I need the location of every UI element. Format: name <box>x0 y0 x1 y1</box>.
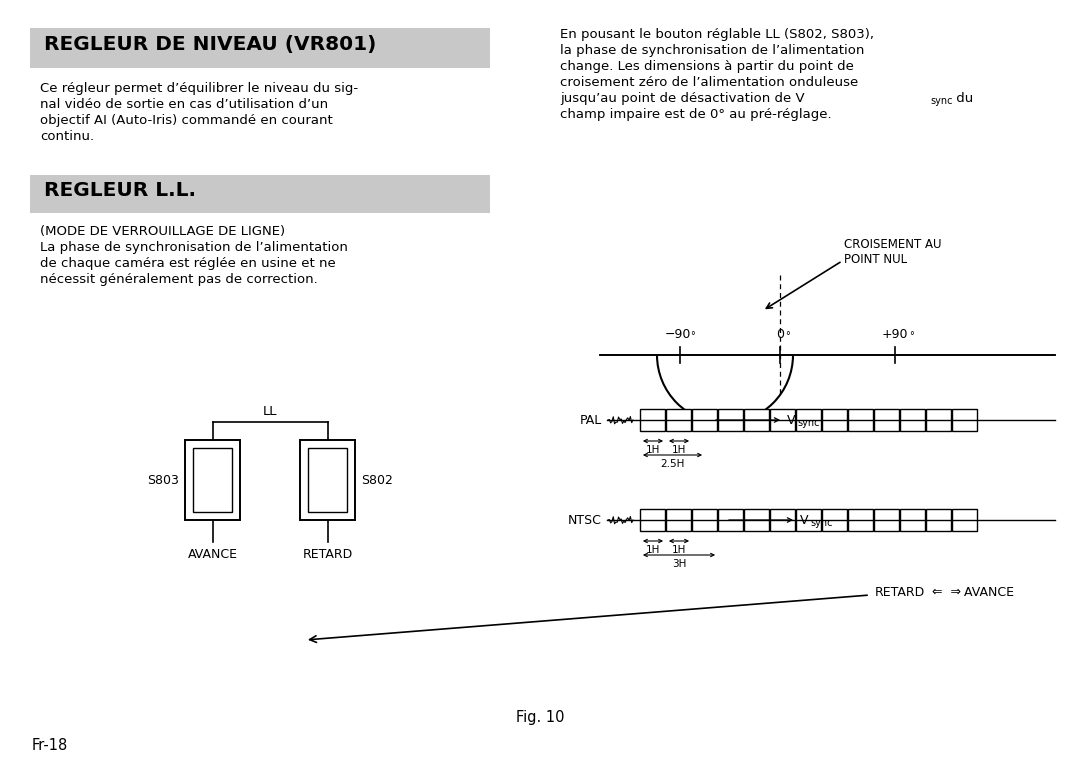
Text: Ce régleur permet d’équilibrer le niveau du sig-: Ce régleur permet d’équilibrer le niveau… <box>40 82 359 95</box>
Text: continu.: continu. <box>40 130 94 143</box>
Text: °: ° <box>690 331 694 341</box>
Text: nal vidéo de sortie en cas d’utilisation d’un: nal vidéo de sortie en cas d’utilisation… <box>40 98 328 111</box>
Text: +90: +90 <box>881 328 908 341</box>
Text: ⇐  ⇒: ⇐ ⇒ <box>932 587 961 600</box>
Text: AVANCE: AVANCE <box>188 548 238 561</box>
Text: Fig. 10: Fig. 10 <box>516 710 564 725</box>
Text: PAL: PAL <box>580 414 602 427</box>
Bar <box>796 509 821 531</box>
Text: CROISEMENT AU: CROISEMENT AU <box>845 237 942 250</box>
Bar <box>951 509 977 531</box>
Bar <box>718 509 743 531</box>
Text: NTSC: NTSC <box>568 513 602 526</box>
Text: (MODE DE VERROUILLAGE DE LIGNE): (MODE DE VERROUILLAGE DE LIGNE) <box>40 225 285 238</box>
Bar <box>744 509 769 531</box>
Bar <box>744 409 769 431</box>
Bar <box>874 409 899 431</box>
Text: AVANCE: AVANCE <box>960 587 1014 600</box>
Bar <box>640 409 665 431</box>
Bar <box>822 509 847 531</box>
Bar <box>874 509 899 531</box>
Bar <box>185 440 240 520</box>
Text: RETARD: RETARD <box>875 587 926 600</box>
Bar <box>770 409 795 431</box>
Bar <box>718 409 743 431</box>
Bar <box>308 448 347 512</box>
Text: La phase de synchronisation de l’alimentation: La phase de synchronisation de l’aliment… <box>40 241 348 254</box>
Bar <box>692 509 717 531</box>
Text: sync: sync <box>930 96 953 106</box>
Bar <box>640 509 665 531</box>
Text: 1H: 1H <box>646 445 660 455</box>
Bar <box>848 409 873 431</box>
Bar <box>900 409 924 431</box>
Text: du: du <box>951 92 973 105</box>
Text: REGLEUR DE NIVEAU (VR801): REGLEUR DE NIVEAU (VR801) <box>44 35 376 54</box>
Text: de chaque caméra est réglée en usine et ne: de chaque caméra est réglée en usine et … <box>40 257 336 270</box>
Text: V: V <box>800 513 809 526</box>
Text: −90: −90 <box>665 328 691 341</box>
Text: croisement zéro de l’alimentation onduleuse: croisement zéro de l’alimentation ondule… <box>561 76 859 89</box>
Bar <box>300 440 355 520</box>
Bar <box>692 409 717 431</box>
Text: 3H: 3H <box>672 559 686 569</box>
Text: 1H: 1H <box>672 445 686 455</box>
Bar <box>796 409 821 431</box>
Bar <box>30 175 490 213</box>
Text: 0: 0 <box>777 328 784 341</box>
Bar <box>848 509 873 531</box>
Text: sync: sync <box>797 418 820 428</box>
Text: sync: sync <box>810 518 833 528</box>
Text: S803: S803 <box>147 473 179 486</box>
Text: RETARD: RETARD <box>302 548 353 561</box>
Text: LL: LL <box>262 405 278 418</box>
Text: S802: S802 <box>361 473 393 486</box>
Text: la phase de synchronisation de l’alimentation: la phase de synchronisation de l’aliment… <box>561 44 864 57</box>
Text: REGLEUR L.L.: REGLEUR L.L. <box>44 181 195 200</box>
Bar <box>900 509 924 531</box>
Bar <box>770 509 795 531</box>
Bar <box>666 409 691 431</box>
Text: champ impaire est de 0° au pré-réglage.: champ impaire est de 0° au pré-réglage. <box>561 108 832 121</box>
Wedge shape <box>654 285 795 355</box>
Text: 1H: 1H <box>646 545 660 555</box>
Text: 2.5H: 2.5H <box>660 459 685 469</box>
Text: V: V <box>787 414 796 427</box>
Bar <box>822 409 847 431</box>
Text: objectif AI (Auto-Iris) commandé en courant: objectif AI (Auto-Iris) commandé en cour… <box>40 114 333 127</box>
Bar <box>30 28 490 68</box>
Text: jusqu’au point de désactivation de V: jusqu’au point de désactivation de V <box>561 92 805 105</box>
Bar <box>666 509 691 531</box>
Text: °: ° <box>785 331 789 341</box>
Text: Fr-18: Fr-18 <box>32 738 68 753</box>
Text: POINT NUL: POINT NUL <box>845 253 907 266</box>
Text: nécessit généralement pas de correction.: nécessit généralement pas de correction. <box>40 273 318 286</box>
Text: 1H: 1H <box>672 545 686 555</box>
Text: change. Les dimensions à partir du point de: change. Les dimensions à partir du point… <box>561 60 854 73</box>
Bar <box>926 509 951 531</box>
Bar <box>926 409 951 431</box>
Bar <box>951 409 977 431</box>
Bar <box>193 448 232 512</box>
Text: En pousant le bouton réglable LL (S802, S803),: En pousant le bouton réglable LL (S802, … <box>561 28 874 41</box>
Text: °: ° <box>909 331 914 341</box>
